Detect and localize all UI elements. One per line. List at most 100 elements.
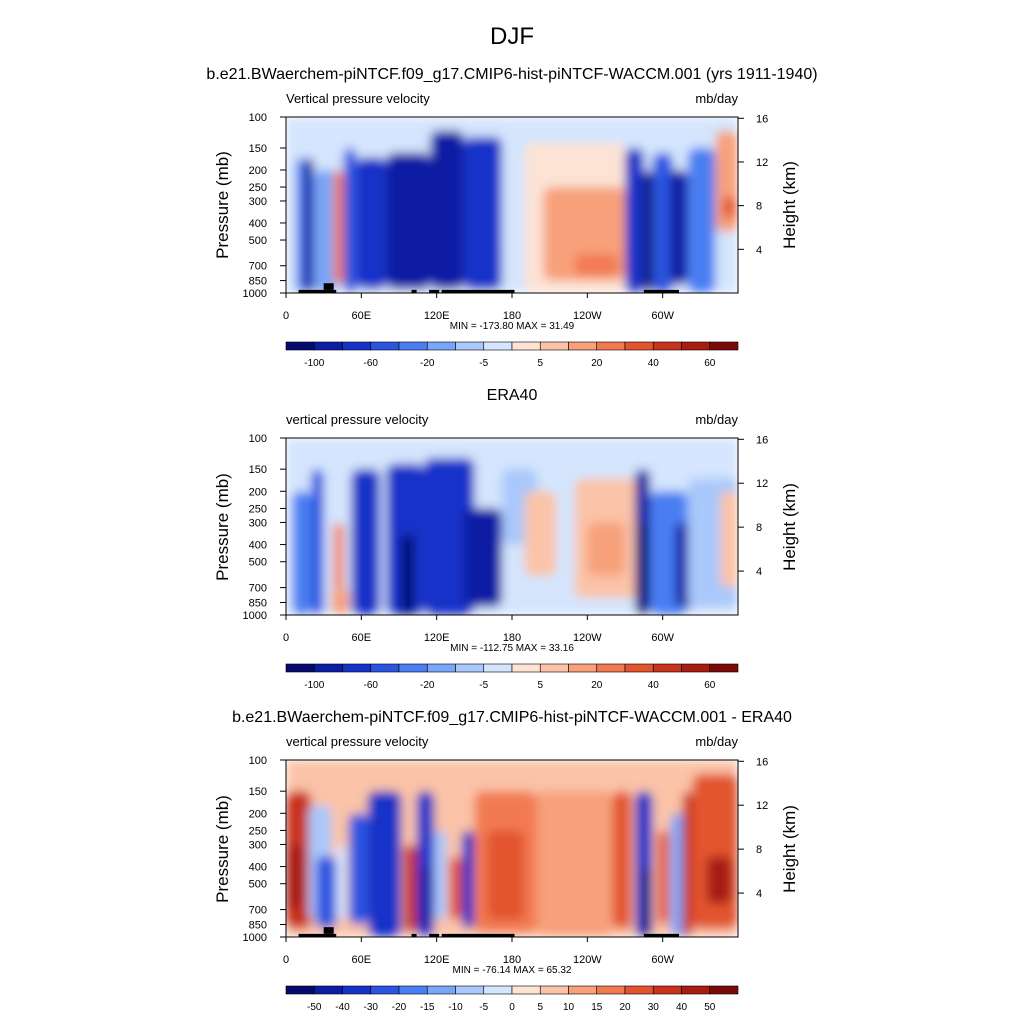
colorbar-box	[652, 985, 682, 995]
colorbar-label: 20	[591, 358, 603, 369]
contour-region	[687, 147, 716, 293]
colorbar-label: -20	[392, 1002, 407, 1013]
colorbar-label: 5	[537, 358, 543, 369]
colorbar-box	[370, 985, 400, 995]
contour-region	[461, 830, 475, 929]
colorbar-box	[426, 985, 456, 995]
colorbar-box	[709, 663, 739, 673]
height-tick-label: 12	[756, 800, 768, 812]
colorbar-box	[652, 663, 682, 673]
colorbar-box	[596, 663, 626, 673]
season-title: DJF	[490, 23, 534, 50]
y-tick-label: 1000	[243, 288, 267, 300]
colorbar-box	[568, 341, 598, 351]
contour-region	[348, 813, 368, 925]
colorbar-box	[568, 663, 598, 673]
contour-region	[333, 522, 344, 598]
y-tick-label: 500	[249, 879, 267, 891]
topography-mask	[429, 289, 440, 293]
height-tick-label: 8	[756, 201, 762, 213]
contour-region	[296, 157, 304, 293]
colorbar-box	[681, 663, 711, 673]
panel-left-label: Vertical pressure velocity	[286, 91, 430, 106]
colorbar-box	[455, 663, 485, 673]
contour-region	[587, 522, 625, 576]
x-tick-label: 60E	[352, 954, 372, 966]
colorbar-label: -20	[420, 680, 435, 691]
colorbar-label: 20	[591, 680, 603, 691]
panel-title: ERA40	[487, 387, 538, 404]
contour-region	[574, 253, 619, 276]
contour-region	[637, 522, 648, 615]
x-tick-label: 120W	[573, 310, 602, 322]
colorbar-label: 5	[537, 680, 543, 691]
contour-region	[670, 169, 688, 285]
colorbar-box	[370, 341, 400, 351]
height-tick-label: 16	[756, 113, 768, 125]
contour-region	[404, 844, 417, 934]
y-tick-label: 200	[249, 486, 267, 498]
min-max-stats: MIN = -76.14 MAX = 65.32	[453, 965, 572, 976]
colorbar-label: -100	[304, 358, 324, 369]
colorbar-label: 40	[648, 358, 660, 369]
x-tick-label: 180	[503, 954, 521, 966]
topography-mask	[411, 289, 417, 293]
colorbar-box	[483, 663, 513, 673]
colorbar-label: -40	[335, 1002, 350, 1013]
y-axis-label: Pressure (mb)	[213, 795, 232, 903]
contour-region	[524, 491, 556, 576]
colorbar-label: 40	[648, 680, 660, 691]
x-tick-label: 180	[503, 310, 521, 322]
colorbar-box	[342, 663, 372, 673]
colorbar-box	[596, 341, 626, 351]
x-tick-label: 120E	[424, 310, 450, 322]
panel-left-label: vertical pressure velocity	[286, 734, 429, 749]
colorbar-label: -60	[364, 358, 379, 369]
colorbar-box	[426, 663, 456, 673]
contour-region	[612, 791, 632, 929]
x-tick-label: 0	[283, 954, 289, 966]
contour-region	[720, 491, 738, 588]
colorbar-box	[568, 985, 598, 995]
x-tick-label: 60E	[352, 310, 372, 322]
topography-mask	[298, 933, 337, 937]
colorbar-label: 60	[704, 358, 716, 369]
height-tick-label: 12	[756, 478, 768, 490]
y-tick-label: 400	[249, 540, 267, 552]
topography-mask	[323, 927, 334, 934]
contour-region	[706, 856, 732, 904]
height-tick-label: 16	[756, 434, 768, 446]
colorbar-box	[709, 341, 739, 351]
height-tick-label: 4	[756, 888, 762, 900]
height-tick-label: 4	[756, 566, 762, 578]
min-max-stats: MIN = -112.75 MAX = 33.16	[450, 643, 574, 654]
colorbar-box	[539, 663, 569, 673]
x-tick-label: 120W	[573, 954, 602, 966]
y-tick-label: 150	[249, 464, 267, 476]
y-tick-label: 400	[249, 862, 267, 874]
contour-region	[434, 830, 447, 920]
contour-region	[642, 866, 651, 937]
contour-region	[449, 856, 462, 920]
colorbar-box	[342, 341, 372, 351]
contour-region	[692, 774, 738, 929]
colorbar-box	[539, 985, 569, 995]
y-tick-label: 250	[249, 825, 267, 837]
y-tick-label: 700	[249, 583, 267, 595]
contour-region	[333, 169, 344, 285]
colorbar-label: -50	[307, 1002, 322, 1013]
panel-era40: ERA40 vertical pressure velocity mb/day …	[213, 387, 799, 691]
colorbar-label: -5	[479, 680, 488, 691]
contour-region	[682, 791, 693, 937]
colorbar-box	[511, 985, 541, 995]
contour-region	[501, 117, 525, 254]
y-tick-label: 100	[249, 433, 267, 445]
contour-region	[292, 491, 312, 615]
y-tick-label: 850	[249, 920, 267, 932]
contour-region	[313, 169, 337, 293]
colorbar-label: 30	[648, 1002, 660, 1013]
colorbar-box	[511, 663, 541, 673]
height-tick-label: 8	[756, 844, 762, 856]
contour-region	[401, 534, 415, 615]
